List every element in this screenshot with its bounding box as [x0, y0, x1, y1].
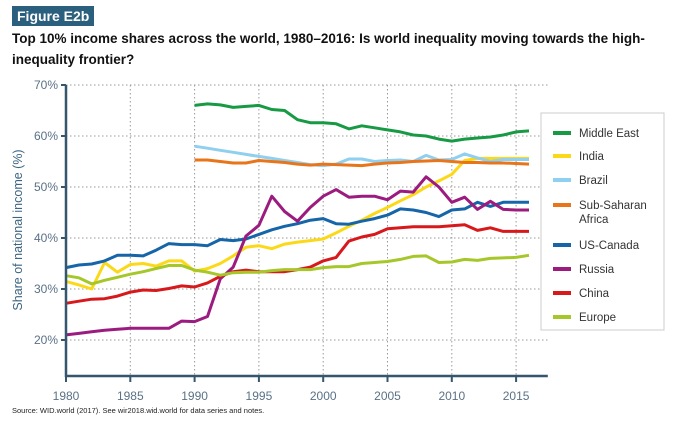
legend-label: India — [579, 151, 605, 163]
legend-label: Europe — [579, 312, 616, 324]
x-tick-label: 1995 — [246, 389, 273, 403]
y-tick-label: 40% — [34, 231, 58, 245]
x-tick-label: 1990 — [181, 389, 208, 403]
series-line-sub-saharan-africa — [194, 158, 530, 168]
x-tick-label: 2000 — [310, 389, 337, 403]
legend: Middle East India Brazil Sub-Saharan Africa U… — [540, 112, 665, 331]
y-tick-label: 50% — [34, 180, 58, 194]
legend-label: Middle East — [579, 128, 640, 140]
legend-label: Russia — [579, 264, 615, 276]
y-tick-label: 30% — [34, 282, 58, 296]
x-tick-label: 2015 — [503, 389, 530, 403]
x-tick-label: 1980 — [53, 389, 80, 403]
x-tick-label: 1985 — [117, 389, 144, 403]
series-line-russia — [65, 175, 529, 337]
series-lines — [65, 102, 530, 337]
legend-label: China — [579, 288, 610, 300]
y-tick-label: 70% — [34, 78, 58, 92]
x-tick-label: 2010 — [438, 389, 465, 403]
series-line-india — [65, 156, 529, 291]
series-line-middle-east — [194, 102, 530, 143]
source-note: Source: WID.world (2017). See wir2018.wi… — [12, 406, 265, 415]
y-tick-label: 60% — [34, 129, 58, 143]
series-line-us-canada — [65, 200, 529, 270]
legend-label: Africa — [579, 214, 609, 226]
x-tick-label: 2005 — [374, 389, 401, 403]
legend-label: Sub-Saharan — [579, 200, 647, 212]
legend-label: Brazil — [579, 175, 608, 187]
series-line-brazil — [194, 144, 529, 168]
grid — [66, 84, 548, 376]
chart-title: Top 10% income shares across the world, … — [12, 31, 645, 67]
axes: 20% 30% 40% 50% 60% 70% 1980 1985 1990 1995 2000 20… — [34, 78, 548, 403]
y-axis-label: Share of national income (%) — [11, 149, 25, 310]
legend-label: US-Canada — [579, 240, 640, 252]
series-line-europe — [65, 253, 530, 286]
y-tick-label: 20% — [34, 333, 58, 347]
figure-label: Figure E2b — [12, 6, 95, 26]
